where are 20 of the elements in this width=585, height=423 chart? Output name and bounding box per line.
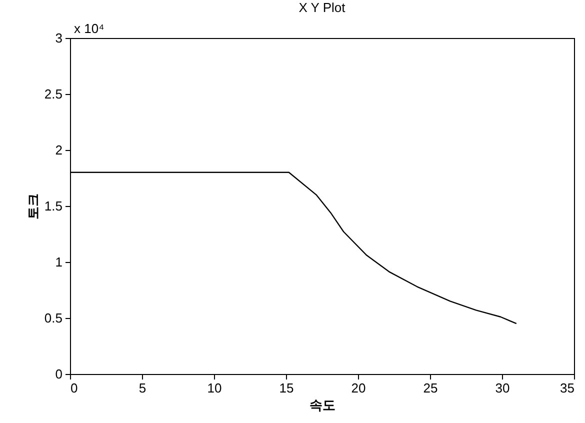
x-tick-label: 10 — [207, 380, 222, 396]
chart-title: X Y Plot — [298, 0, 346, 15]
y-axis-title: 토크 — [25, 194, 40, 220]
x-tick-label: 25 — [423, 380, 438, 396]
line-series — [70, 172, 517, 324]
x-tick-label: 15 — [279, 380, 294, 396]
y-tick-label: 1 — [55, 254, 62, 270]
x-axis-title: 속도 — [310, 398, 336, 412]
y-tick-label: 2 — [55, 142, 62, 158]
x-tick-label: 5 — [138, 380, 146, 396]
y-tick-label: 3 — [55, 30, 62, 46]
x-tick-label: 35 — [560, 380, 574, 396]
y-tick-label: 1.5 — [44, 198, 62, 214]
x-tick-label: 0 — [70, 380, 78, 396]
y-tick-label: 0 — [55, 366, 62, 382]
x-tick-label: 30 — [495, 380, 510, 396]
text: x 10⁴ — [74, 21, 104, 36]
y-tick-label: 2.5 — [44, 86, 62, 102]
y-tick-label: 0.5 — [44, 310, 62, 326]
x-tick-label: 20 — [351, 380, 366, 396]
